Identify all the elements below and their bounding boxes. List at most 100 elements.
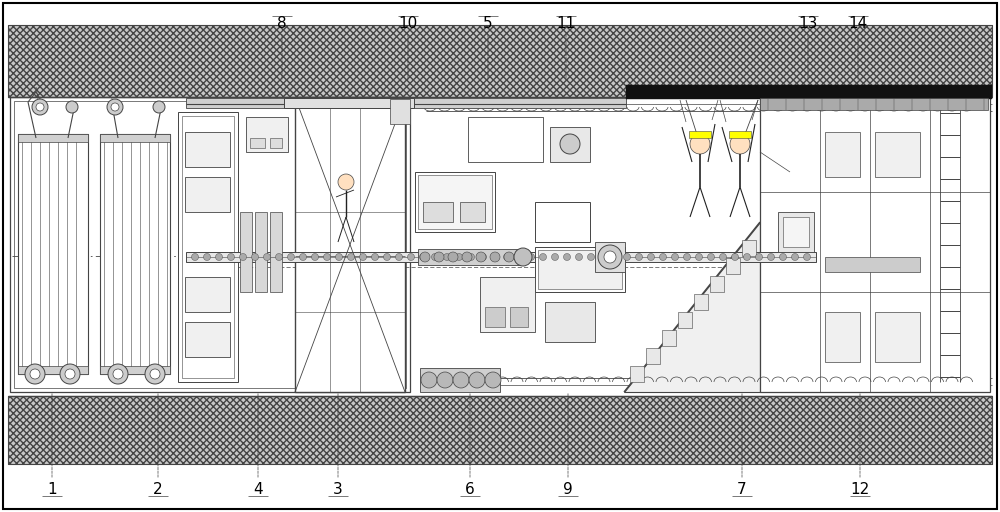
Bar bbox=[185, 132, 230, 167]
Bar bbox=[182, 116, 234, 378]
Circle shape bbox=[516, 253, 522, 261]
Circle shape bbox=[560, 134, 580, 154]
Circle shape bbox=[111, 103, 119, 111]
Bar bbox=[689, 131, 711, 138]
Circle shape bbox=[108, 364, 128, 384]
Circle shape bbox=[792, 253, 798, 261]
Bar bbox=[535, 202, 590, 242]
Circle shape bbox=[240, 253, 246, 261]
Bar bbox=[8, 396, 992, 464]
Circle shape bbox=[252, 253, 258, 261]
Circle shape bbox=[420, 252, 430, 262]
Circle shape bbox=[604, 251, 616, 263]
Circle shape bbox=[421, 372, 437, 388]
Bar bbox=[100, 134, 170, 374]
Circle shape bbox=[648, 253, 654, 261]
Circle shape bbox=[485, 372, 501, 388]
Circle shape bbox=[300, 253, 306, 261]
Bar bbox=[778, 212, 814, 252]
Bar bbox=[178, 112, 238, 382]
Circle shape bbox=[708, 253, 714, 261]
Bar bbox=[550, 127, 590, 162]
Circle shape bbox=[780, 253, 786, 261]
Circle shape bbox=[490, 252, 500, 262]
Circle shape bbox=[732, 253, 738, 261]
Bar bbox=[250, 138, 265, 148]
Bar bbox=[694, 294, 708, 310]
Bar bbox=[783, 217, 809, 247]
Text: 11: 11 bbox=[556, 15, 576, 31]
Bar bbox=[270, 138, 282, 148]
Circle shape bbox=[612, 253, 618, 261]
Bar bbox=[18, 134, 88, 374]
Bar bbox=[255, 212, 267, 292]
Circle shape bbox=[372, 253, 378, 261]
Circle shape bbox=[192, 253, 198, 261]
Bar bbox=[14, 101, 406, 388]
Bar bbox=[678, 312, 692, 328]
Bar bbox=[510, 307, 528, 327]
Circle shape bbox=[448, 252, 458, 262]
Circle shape bbox=[588, 253, 594, 261]
Bar bbox=[646, 348, 660, 364]
Bar bbox=[270, 212, 282, 292]
Circle shape bbox=[66, 101, 78, 113]
Bar bbox=[630, 366, 644, 382]
Circle shape bbox=[228, 253, 234, 261]
Bar bbox=[186, 98, 626, 108]
Circle shape bbox=[338, 174, 354, 190]
Bar bbox=[595, 242, 625, 272]
Circle shape bbox=[672, 253, 678, 261]
Circle shape bbox=[264, 253, 270, 261]
Text: 1: 1 bbox=[47, 481, 57, 497]
Text: 5: 5 bbox=[483, 15, 493, 31]
Circle shape bbox=[456, 253, 462, 261]
Circle shape bbox=[216, 253, 222, 261]
Bar bbox=[710, 276, 724, 292]
Circle shape bbox=[408, 253, 415, 261]
Text: 6: 6 bbox=[465, 481, 475, 497]
Bar bbox=[246, 117, 288, 152]
Bar bbox=[460, 202, 485, 222]
Text: 8: 8 bbox=[277, 15, 287, 31]
Circle shape bbox=[153, 101, 165, 113]
Bar bbox=[729, 131, 751, 138]
Bar bbox=[100, 366, 170, 374]
Circle shape bbox=[32, 99, 48, 115]
Bar bbox=[825, 257, 920, 272]
Bar bbox=[185, 277, 230, 312]
Text: 14: 14 bbox=[848, 15, 868, 31]
Bar bbox=[8, 25, 992, 97]
Circle shape bbox=[25, 364, 45, 384]
Bar bbox=[760, 98, 988, 110]
Text: 12: 12 bbox=[850, 481, 870, 497]
Text: 2: 2 bbox=[153, 481, 163, 497]
Circle shape bbox=[396, 253, 402, 261]
Circle shape bbox=[288, 253, 294, 261]
Bar bbox=[538, 250, 622, 289]
Circle shape bbox=[36, 103, 44, 111]
Bar bbox=[418, 249, 523, 265]
Bar bbox=[8, 25, 992, 97]
Bar bbox=[480, 277, 535, 332]
Circle shape bbox=[624, 253, 631, 261]
Bar bbox=[185, 177, 230, 212]
Bar bbox=[295, 97, 405, 392]
Bar bbox=[18, 366, 88, 374]
Bar bbox=[423, 202, 453, 222]
Circle shape bbox=[492, 253, 498, 261]
Circle shape bbox=[469, 372, 485, 388]
Text: 10: 10 bbox=[398, 15, 418, 31]
Bar bbox=[535, 247, 625, 292]
Circle shape bbox=[514, 248, 532, 266]
Bar bbox=[10, 97, 410, 392]
Circle shape bbox=[384, 253, 390, 261]
Circle shape bbox=[420, 253, 426, 261]
Circle shape bbox=[480, 253, 486, 261]
Bar bbox=[825, 312, 860, 362]
Circle shape bbox=[462, 252, 472, 262]
Circle shape bbox=[540, 253, 546, 261]
Bar bbox=[875, 312, 920, 362]
Circle shape bbox=[324, 253, 330, 261]
Circle shape bbox=[696, 253, 702, 261]
